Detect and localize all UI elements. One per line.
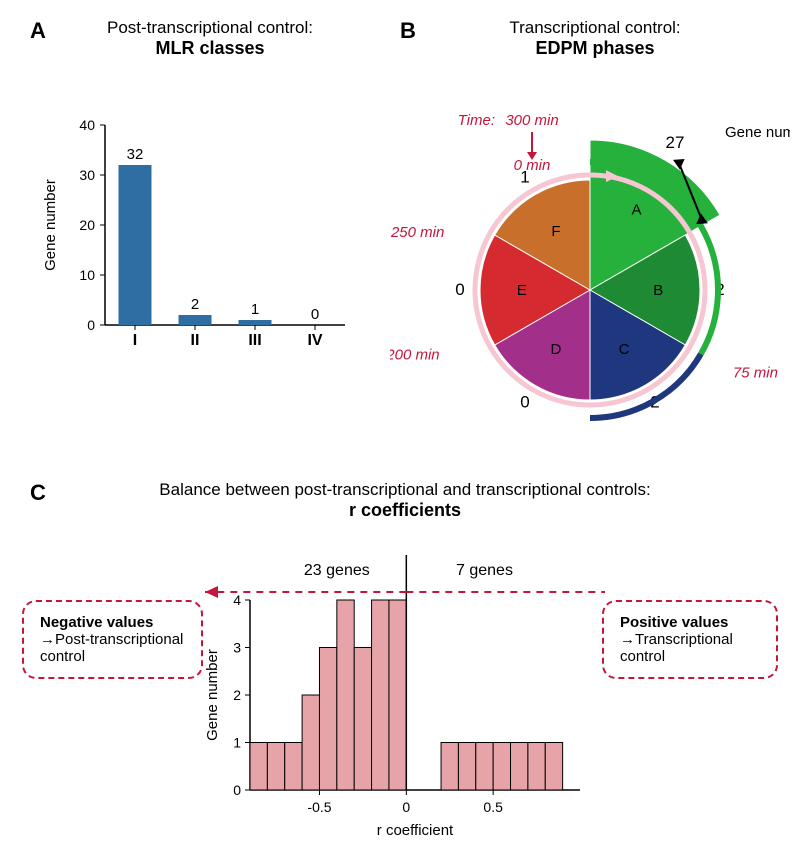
svg-text:r coefficient: r coefficient bbox=[377, 822, 454, 839]
svg-text:III: III bbox=[248, 332, 261, 349]
panel-a-title: Post-transcriptional control: MLR classe… bbox=[55, 18, 365, 59]
negative-values-box: Negative values →Post-transcriptional co… bbox=[22, 600, 203, 679]
positive-values-sub: →Transcriptional control bbox=[620, 631, 733, 665]
svg-text:Gene number: Gene number bbox=[205, 649, 221, 741]
panel-b-label: B bbox=[400, 18, 416, 44]
svg-text:E: E bbox=[517, 282, 527, 299]
svg-text:A: A bbox=[631, 201, 641, 218]
svg-text:2: 2 bbox=[233, 687, 241, 703]
panel-a-label: A bbox=[30, 18, 46, 44]
svg-text:1: 1 bbox=[233, 735, 241, 751]
svg-text:23 genes: 23 genes bbox=[304, 562, 370, 579]
svg-text:0: 0 bbox=[87, 317, 95, 333]
svg-text:0: 0 bbox=[311, 306, 319, 323]
figure-page: A Post-transcriptional control: MLR clas… bbox=[0, 0, 800, 867]
svg-text:20: 20 bbox=[79, 217, 95, 233]
svg-text:3: 3 bbox=[233, 640, 241, 656]
svg-text:0: 0 bbox=[233, 782, 241, 798]
panel-a-title-line2: MLR classes bbox=[55, 38, 365, 59]
positive-values-box: Positive values →Transcriptional control bbox=[602, 600, 778, 679]
svg-text:IV: IV bbox=[307, 332, 322, 349]
pie-chart-b: A27B2C2D0E0F1Time:300 min0 min75 min125 … bbox=[390, 60, 790, 460]
panel-b-title-line1: Transcriptional control: bbox=[425, 18, 765, 38]
svg-text:125 min: 125 min bbox=[625, 458, 678, 460]
svg-text:300 min: 300 min bbox=[505, 112, 558, 129]
svg-text:Gene number: Gene number bbox=[725, 124, 790, 141]
svg-text:0: 0 bbox=[520, 393, 529, 412]
svg-text:27: 27 bbox=[666, 133, 685, 152]
svg-text:2: 2 bbox=[191, 296, 199, 313]
svg-text:C: C bbox=[619, 341, 630, 358]
svg-text:-0.5: -0.5 bbox=[307, 799, 331, 815]
svg-text:10: 10 bbox=[79, 267, 95, 283]
svg-text:Gene number: Gene number bbox=[42, 179, 59, 271]
svg-text:40: 40 bbox=[79, 117, 95, 133]
panel-c-title-line2: r coefficients bbox=[55, 500, 755, 521]
svg-text:Time:: Time: bbox=[458, 112, 495, 129]
panel-c-title: Balance between post-transcriptional and… bbox=[55, 480, 755, 521]
panel-c-title-line1: Balance between post-transcriptional and… bbox=[55, 480, 755, 500]
svg-text:I: I bbox=[133, 332, 137, 349]
svg-text:7 genes: 7 genes bbox=[456, 562, 513, 579]
panel-a-title-line1: Post-transcriptional control: bbox=[55, 18, 365, 38]
svg-text:200 min: 200 min bbox=[390, 347, 440, 364]
bar-chart-a: 0 10 20 30 40 Gene number 32 I 2 II 1 III 0 IV bbox=[35, 80, 375, 360]
svg-text:0: 0 bbox=[455, 280, 464, 299]
panel-c-label: C bbox=[30, 480, 46, 506]
svg-text:D: D bbox=[550, 341, 561, 358]
svg-text:32: 32 bbox=[127, 146, 144, 163]
histogram-c: 0 1 2 3 4 -0.5 0 0.5 r coefficient Gene number 23 … bbox=[205, 540, 605, 850]
svg-text:75 min: 75 min bbox=[733, 365, 778, 382]
panel-b-title-line2: EDPM phases bbox=[425, 38, 765, 59]
svg-text:4: 4 bbox=[233, 592, 241, 608]
panel-b-title: Transcriptional control: EDPM phases bbox=[425, 18, 765, 59]
svg-text:1: 1 bbox=[251, 301, 259, 318]
negative-values-title: Negative values bbox=[40, 614, 153, 631]
positive-values-title: Positive values bbox=[620, 614, 728, 631]
svg-text:B: B bbox=[653, 282, 663, 299]
svg-text:30: 30 bbox=[79, 167, 95, 183]
svg-text:0.5: 0.5 bbox=[483, 799, 503, 815]
negative-values-sub: →Post-transcriptional control bbox=[40, 631, 183, 665]
svg-text:F: F bbox=[551, 223, 560, 240]
svg-text:250 min: 250 min bbox=[390, 224, 444, 241]
svg-text:0: 0 bbox=[402, 799, 410, 815]
svg-text:II: II bbox=[191, 332, 200, 349]
